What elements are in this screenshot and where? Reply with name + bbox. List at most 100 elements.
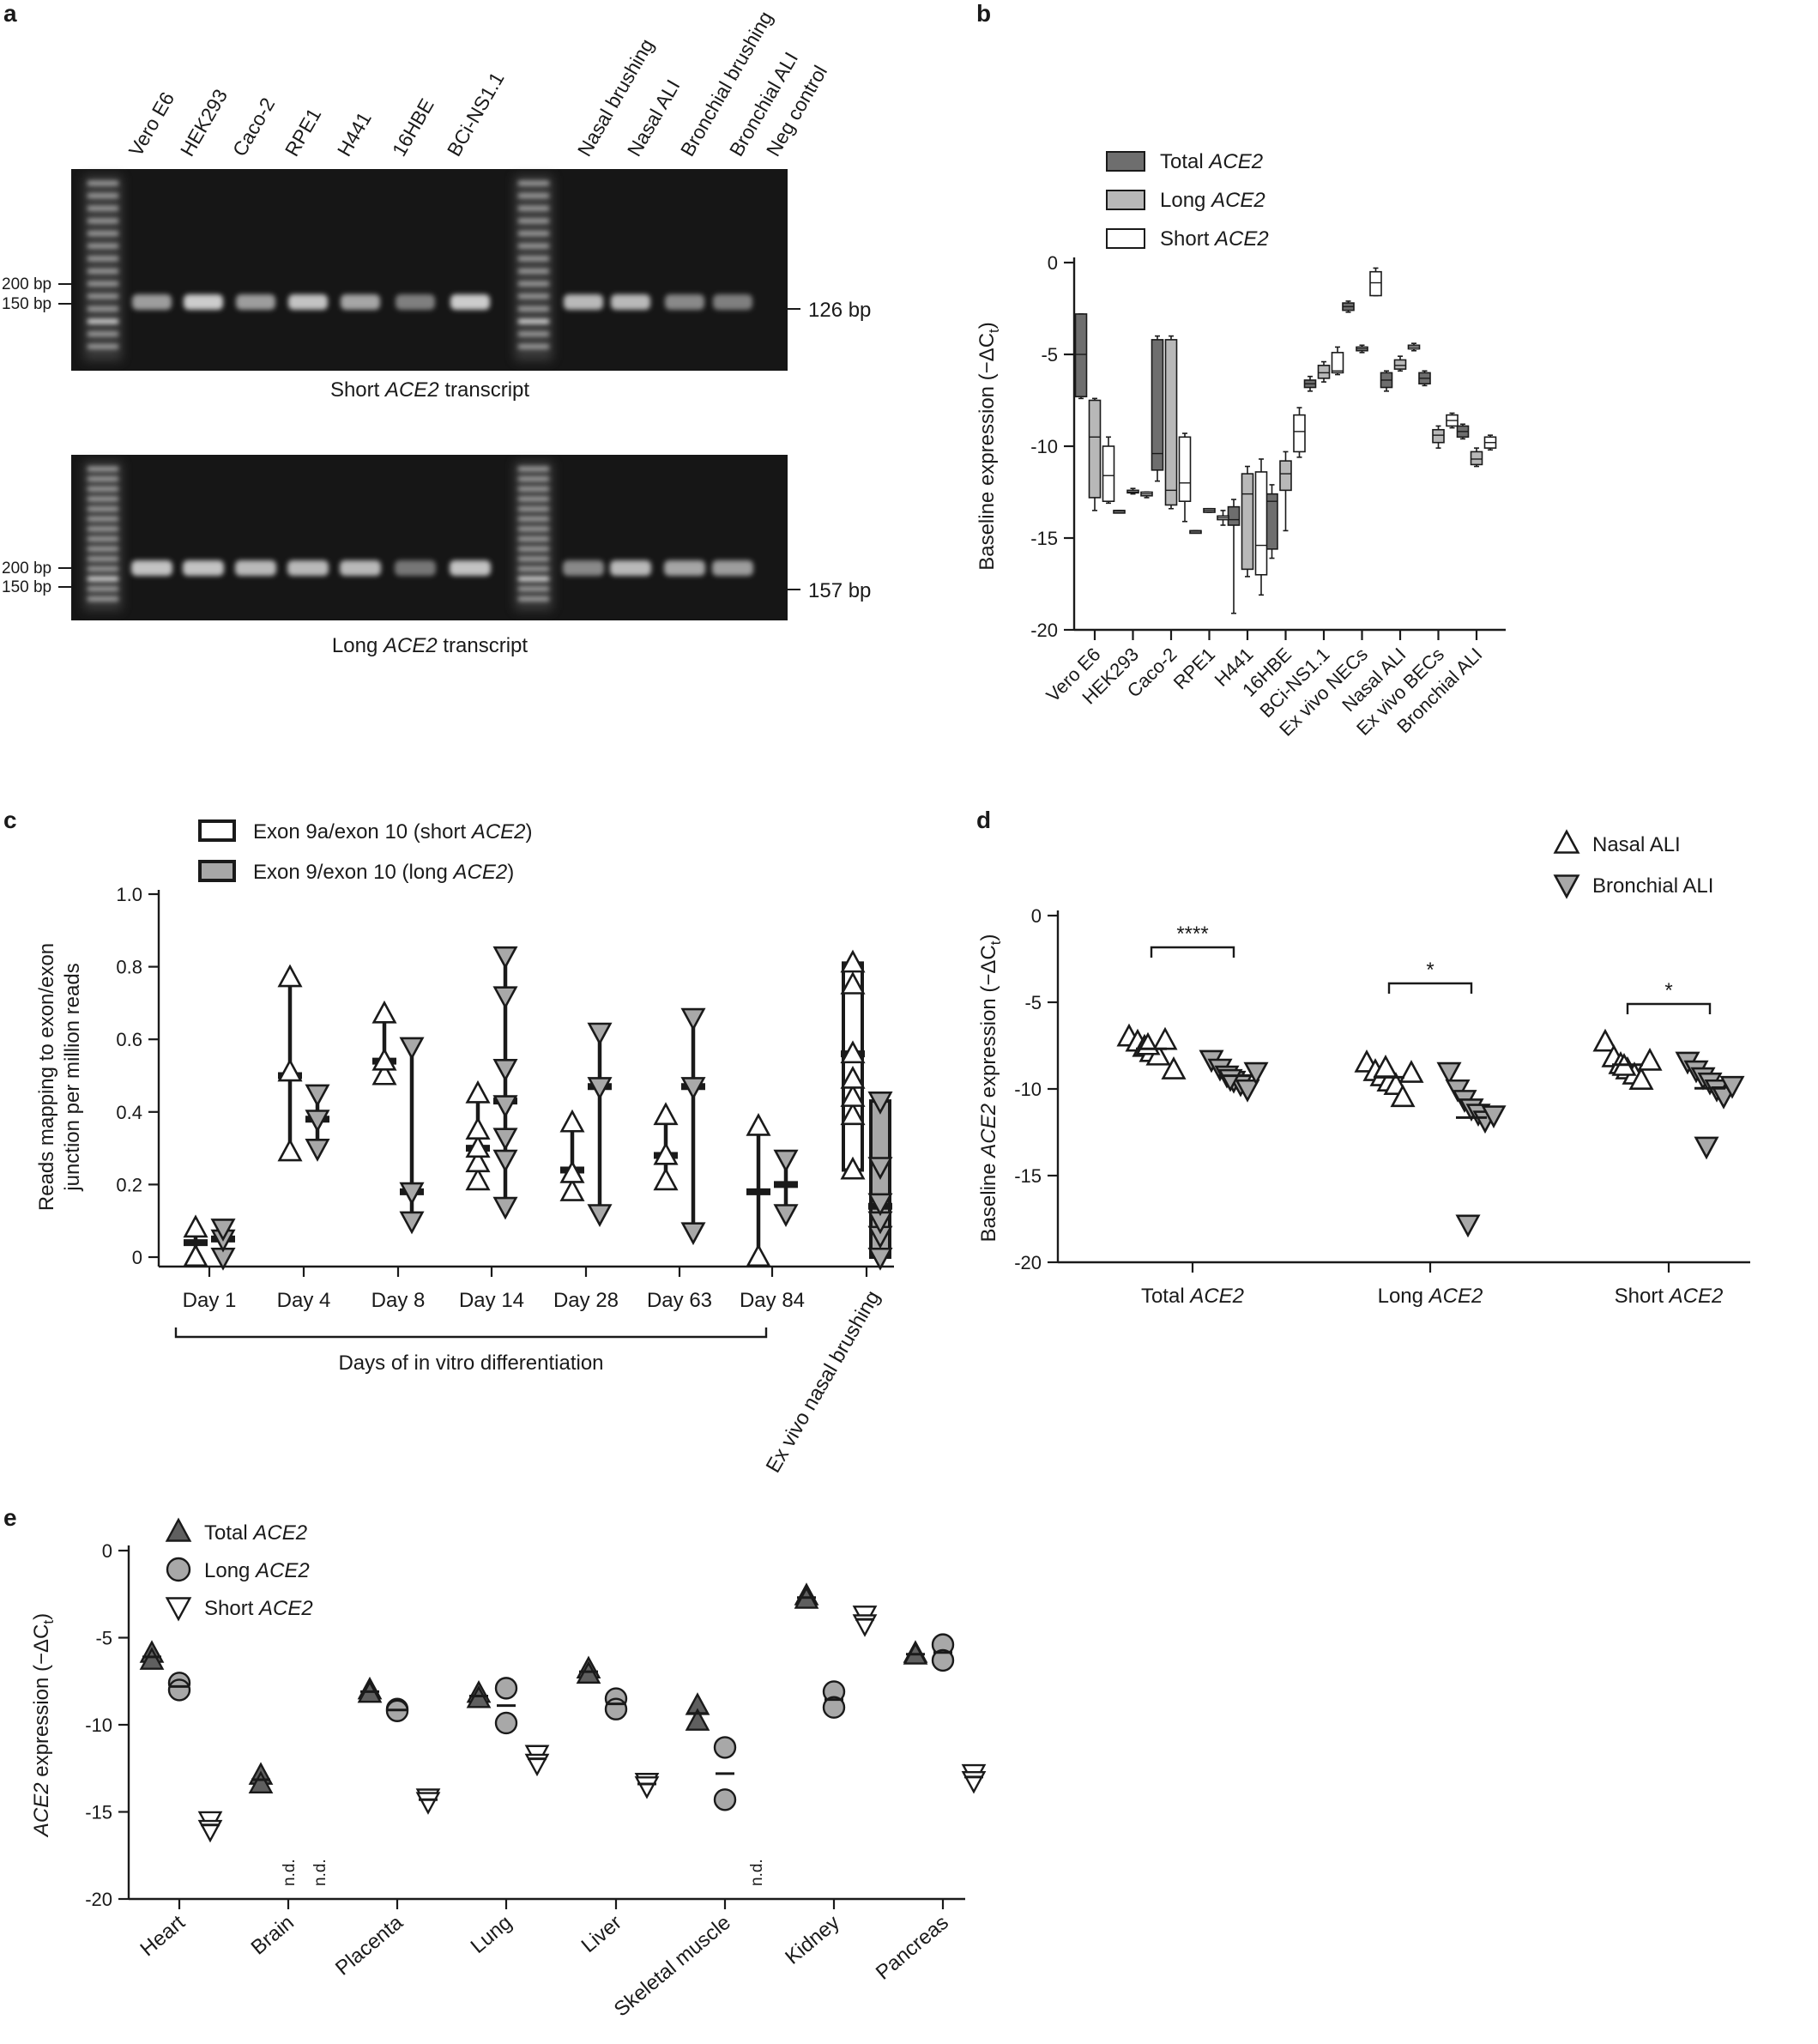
boxplot-y-label: Baseline expression (−ΔCt) bbox=[975, 322, 1002, 571]
point-day-14-long bbox=[492, 1128, 518, 1152]
ali-x-label-long: Long ACE2 bbox=[1378, 1285, 1483, 1308]
legend-swatch-long bbox=[198, 860, 236, 882]
tissue-y-tick-label: -10 bbox=[85, 1714, 112, 1736]
box-16hbe-total bbox=[1265, 493, 1278, 550]
reads-y-label-line2: junction per million reads bbox=[61, 963, 84, 1191]
panel-b-letter: b bbox=[976, 0, 991, 27]
boxplot-y-tick-label: 0 bbox=[1048, 252, 1058, 274]
gel2-ladder-150: 150 bp bbox=[2, 578, 51, 596]
ladder-band bbox=[518, 231, 549, 236]
ladder-band bbox=[88, 281, 118, 287]
ladder-band bbox=[518, 566, 549, 571]
tissue-y-ticks: 0 -5 -10 -15 -20 bbox=[85, 1540, 129, 1910]
ladder-band bbox=[88, 476, 118, 481]
reads-x-label-day-8: Day 8 bbox=[371, 1289, 426, 1312]
ladder-band bbox=[518, 496, 549, 501]
ladder-band bbox=[88, 206, 118, 211]
box-h441-total bbox=[1227, 505, 1241, 526]
boxplot-y-ticks: 0 -5 -10 -15 -20 bbox=[1030, 252, 1074, 641]
boxplot-x-ticks: Vero E6HEK293Caco-2RPE1H44116HBEBCi-NS1.… bbox=[1042, 630, 1487, 741]
ex-vivo-nasal-label: Ex vivo nasal brushing bbox=[762, 1287, 885, 1477]
point-heart-total bbox=[139, 1647, 165, 1670]
point-day-63-long bbox=[680, 1007, 706, 1031]
ladder-band bbox=[88, 344, 118, 349]
point-ex-vivo-short bbox=[840, 1040, 866, 1064]
ladder-band bbox=[88, 517, 118, 522]
tissue-y-tick-label: -15 bbox=[85, 1802, 112, 1823]
ladder-band bbox=[88, 487, 118, 492]
ladder-band bbox=[88, 319, 118, 324]
reads-y-tick-label: 0 bbox=[132, 1247, 142, 1268]
point-skeletal-muscle-long bbox=[713, 1736, 737, 1759]
ali-x-label-total: Total ACE2 bbox=[1141, 1285, 1244, 1308]
point-nasal-ali-total bbox=[1152, 1026, 1178, 1050]
point-skeletal-muscle-total bbox=[685, 1708, 710, 1731]
lane-label-vero-e6: Vero E6 bbox=[124, 88, 178, 160]
boxplot-y-tick-label: -10 bbox=[1030, 436, 1058, 457]
point-day-1-short bbox=[183, 1243, 208, 1267]
legend-label-short: Short ACE2 bbox=[1160, 227, 1269, 251]
ladder-band bbox=[518, 577, 549, 582]
not-detected-label: n.d. bbox=[281, 1859, 299, 1886]
point-ex-vivo-long bbox=[867, 1092, 893, 1115]
lane-label-hek293: HEK293 bbox=[176, 85, 232, 160]
sample-band bbox=[288, 294, 328, 310]
legend-label-bronchial-ali: Bronchial ALI bbox=[1592, 874, 1713, 898]
boxplot-boxes bbox=[1074, 267, 1497, 614]
point-day-8-long bbox=[399, 1182, 425, 1206]
tissue-x-label-heart: Heart bbox=[136, 1911, 190, 1962]
sample-band bbox=[341, 294, 380, 310]
reads-legend: Exon 9a/exon 10 (short ACE2) Exon 9/exon … bbox=[198, 819, 533, 884]
panel-d-letter: d bbox=[976, 807, 991, 833]
sample-band bbox=[665, 294, 704, 310]
ladder-band bbox=[518, 281, 549, 287]
ali-x-label-short: Short ACE2 bbox=[1615, 1285, 1724, 1308]
short-transcript-gel-bands bbox=[84, 176, 752, 360]
box-bci-ns1-1-short bbox=[1331, 352, 1344, 374]
ladder-band bbox=[518, 181, 549, 185]
sample-band bbox=[184, 294, 223, 310]
tissue-y-tick-label: 0 bbox=[102, 1540, 112, 1562]
point-pancreas-short bbox=[961, 1771, 987, 1794]
significance-bracket bbox=[1626, 1002, 1712, 1014]
panel-e-tissue-scatter: Total ACE2 Long ACE2 Short ACE2 ACE2 expre… bbox=[30, 1517, 987, 2022]
ladder-band bbox=[518, 556, 549, 561]
point-heart-long bbox=[167, 1678, 191, 1702]
ladder-band bbox=[88, 306, 118, 311]
ladder-band bbox=[88, 586, 118, 591]
boxplot-x-label-rpe1: RPE1 bbox=[1169, 644, 1219, 693]
box-caco-2-long bbox=[1164, 339, 1178, 506]
reads-x-label-day-1: Day 1 bbox=[183, 1289, 237, 1312]
point-ex-vivo-short bbox=[840, 971, 866, 995]
ladder-band bbox=[518, 206, 549, 211]
tissue-y-label: ACE2 expression (−ΔCt) bbox=[30, 1613, 57, 1838]
legend-label-long: Exon 9/exon 10 (long ACE2) bbox=[253, 861, 514, 884]
legend-label-long: Long ACE2 bbox=[1160, 189, 1265, 212]
ladder-band bbox=[518, 506, 549, 511]
point-bronchial-ali-total bbox=[1235, 1079, 1260, 1103]
point-kidney-long bbox=[822, 1696, 846, 1719]
point-day-14-long bbox=[492, 946, 518, 970]
point-day-14-long bbox=[492, 1149, 518, 1173]
ladder-band bbox=[88, 536, 118, 541]
ladder-band bbox=[88, 506, 118, 511]
point-day-4-short bbox=[277, 1138, 303, 1162]
ladder-band bbox=[518, 319, 549, 324]
point-day-84-short bbox=[746, 1243, 771, 1267]
point-day-28-long bbox=[587, 1077, 613, 1100]
reads-x-label-day-14: Day 14 bbox=[459, 1289, 524, 1312]
point-ex-vivo-short bbox=[840, 1084, 866, 1107]
ladder-band bbox=[518, 517, 549, 522]
point-ex-vivo-short bbox=[840, 1102, 866, 1126]
long-transcript-gel bbox=[71, 455, 788, 620]
ladder-band bbox=[518, 467, 549, 471]
point-day-63-short bbox=[653, 1167, 679, 1191]
legend-label-total: Total ACE2 bbox=[204, 1521, 307, 1545]
days-bracket bbox=[174, 1327, 768, 1339]
lane-label-16hbe: 16HBE bbox=[388, 94, 438, 160]
box-caco-2-total bbox=[1151, 339, 1164, 471]
legend-marker-short bbox=[165, 1597, 192, 1622]
ladder-band bbox=[88, 244, 118, 249]
point-nasal-ali-long bbox=[1398, 1060, 1424, 1083]
